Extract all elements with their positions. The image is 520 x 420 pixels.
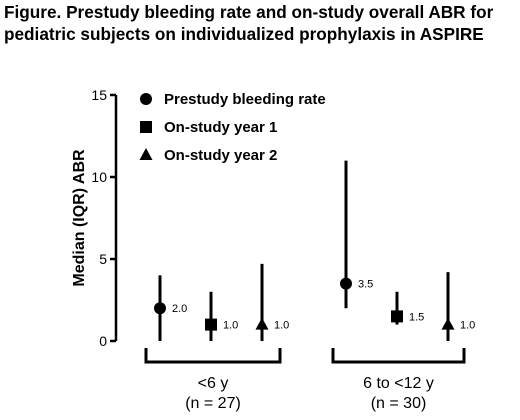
data-label: 1.0 [460, 320, 475, 332]
y-axis: 0 5 10 15 [91, 87, 118, 349]
legend-marker-triangle [139, 148, 153, 160]
data-point-triangle [441, 317, 455, 330]
y-tick-label: 5 [99, 251, 107, 267]
figure-title-line-2: pediatric subjects on individualized pro… [4, 24, 484, 44]
group-label-line-2: (n = 30) [371, 395, 427, 412]
group-label-line-1: 6 to <12 y [363, 375, 434, 392]
group-label-line-2: (n = 27) [185, 395, 241, 412]
y-axis-title: Median (IQR) ABR [71, 149, 88, 287]
data-point-triangle [255, 317, 269, 330]
legend-label: On-study year 1 [164, 119, 277, 136]
data-label: 1.0 [223, 320, 238, 332]
figure-title: Figure. Prestudy bleeding rate and on-st… [4, 1, 516, 45]
figure-title-line-1: Figure. Prestudy bleeding rate and on-st… [4, 2, 494, 22]
group-label-line-1: <6 y [198, 375, 229, 392]
data-point-circle [340, 277, 352, 290]
data-label: 2.0 [172, 303, 187, 315]
data-label: 1.0 [274, 320, 289, 332]
legend-label: On-study year 2 [164, 147, 277, 164]
data-point-square [205, 318, 217, 331]
group-bracket [331, 348, 466, 364]
legend-marker-circle [140, 93, 152, 105]
data-label: 3.5 [358, 279, 373, 291]
chart-marks: 2.0 3.5 1.0 1.5 1.0 1.0 [154, 160, 475, 341]
group-bracket [144, 348, 282, 364]
y-tick-label: 15 [91, 87, 107, 103]
y-tick-label: 10 [91, 169, 107, 185]
group-axis: <6 y (n = 27) 6 to <12 y (n = 30) [144, 348, 466, 412]
data-point-circle [154, 302, 166, 315]
legend-label: Prestudy bleeding rate [164, 91, 326, 108]
data-point-square [391, 310, 403, 323]
y-tick-label: 0 [99, 333, 107, 349]
data-label: 1.5 [409, 311, 424, 323]
legend-marker-square [140, 121, 152, 133]
legend: Prestudy bleeding rate On-study year 1 On-… [139, 91, 326, 164]
